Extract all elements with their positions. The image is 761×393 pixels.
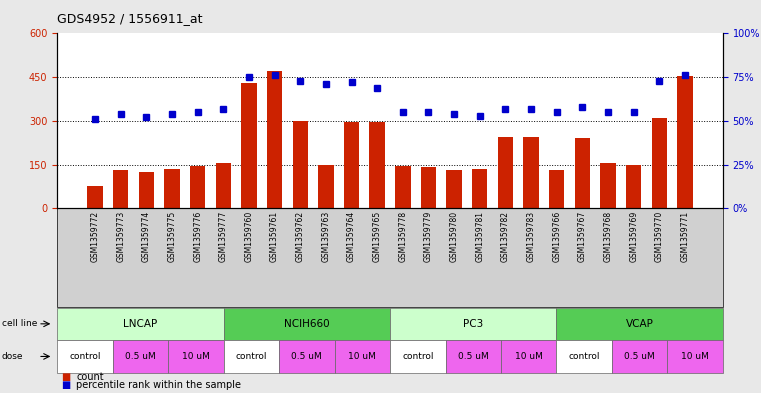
Bar [215,163,231,208]
Text: 0.5 uM: 0.5 uM [458,352,489,361]
Text: 0.5 uM: 0.5 uM [125,352,156,361]
Bar [626,165,642,208]
Text: control: control [568,352,600,361]
Text: 10 uM: 10 uM [182,352,210,361]
Bar [472,169,488,208]
Text: dose: dose [2,352,23,361]
Bar [318,165,333,208]
Text: control: control [402,352,434,361]
Bar [600,163,616,208]
Bar [677,76,693,208]
Text: count: count [76,372,103,382]
Text: VCAP: VCAP [626,319,654,329]
Bar [498,137,513,208]
Bar [421,167,436,208]
Text: GDS4952 / 1556911_at: GDS4952 / 1556911_at [57,12,202,25]
Bar [88,186,103,208]
Text: PC3: PC3 [463,319,483,329]
Text: ■: ■ [61,380,70,390]
Bar [370,122,385,208]
Bar [267,71,282,208]
Text: LNCAP: LNCAP [123,319,158,329]
Text: control: control [236,352,267,361]
Bar [241,83,256,208]
Bar [190,166,205,208]
Bar [292,121,308,208]
Text: 0.5 uM: 0.5 uM [291,352,322,361]
Bar [344,122,359,208]
Text: 10 uM: 10 uM [681,352,709,361]
Bar [447,171,462,208]
Text: NCIH660: NCIH660 [284,319,330,329]
Bar [113,171,129,208]
Text: percentile rank within the sample: percentile rank within the sample [76,380,241,390]
Bar [395,166,410,208]
Bar [651,118,667,208]
Text: 10 uM: 10 uM [349,352,376,361]
Text: 10 uM: 10 uM [514,352,543,361]
Text: cell line: cell line [2,320,37,328]
Bar [139,172,154,208]
Text: control: control [69,352,100,361]
Bar [164,169,180,208]
Text: 0.5 uM: 0.5 uM [624,352,655,361]
Text: ■: ■ [61,372,70,382]
Bar [549,171,565,208]
Bar [524,137,539,208]
Bar [575,138,590,208]
